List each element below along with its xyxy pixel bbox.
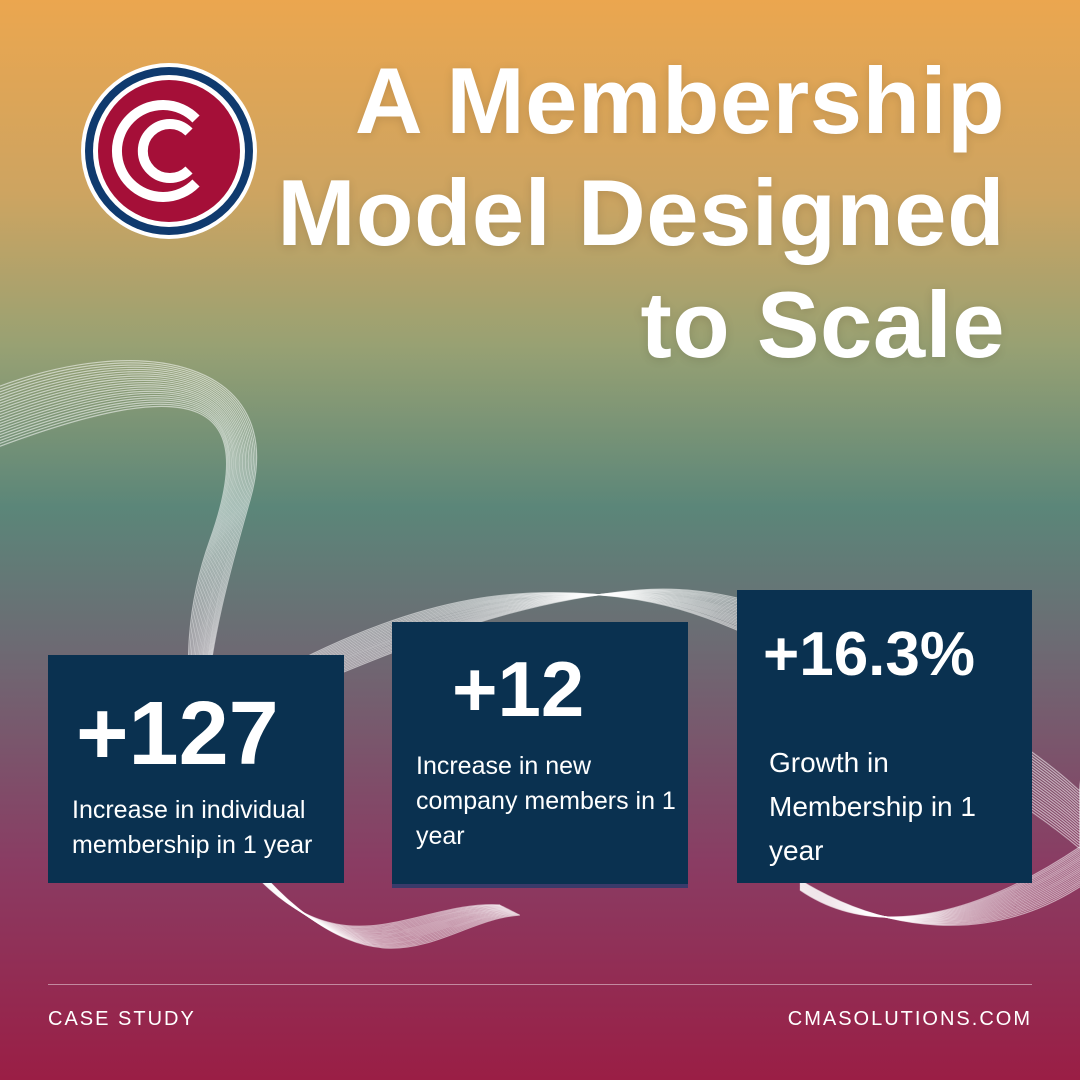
stat-description: Growth in Membership in 1 year: [769, 747, 976, 866]
wave-line-lower: [799, 879, 1080, 926]
stat-value: +127: [76, 684, 279, 784]
wave-line-lower: [799, 879, 1080, 926]
page-title: A Membership Model Designed to Scale: [277, 48, 1005, 377]
stat-card-individual-membership: +127 Increase in individual membership i…: [48, 655, 344, 883]
cma-logo-icon: [81, 63, 257, 239]
stat-value: +12: [452, 645, 585, 733]
footer-divider: [48, 984, 1032, 985]
stat-description: Increase in individual membership in 1 y…: [72, 796, 313, 859]
stat-value: +16.3%: [763, 620, 976, 689]
stat-description: Increase in new company members in 1 yea…: [416, 752, 676, 850]
footer-label: CASE STUDY: [48, 1008, 196, 1030]
stat-card-company-members: +12 Increase in new company members in 1…: [392, 622, 688, 888]
footer-website-link[interactable]: CMASOLUTIONS.COM: [787, 1008, 1032, 1030]
stat-card-membership-growth: +16.3% Growth in Membership in 1 year: [737, 590, 1032, 883]
wave-line-lower: [799, 880, 1080, 925]
